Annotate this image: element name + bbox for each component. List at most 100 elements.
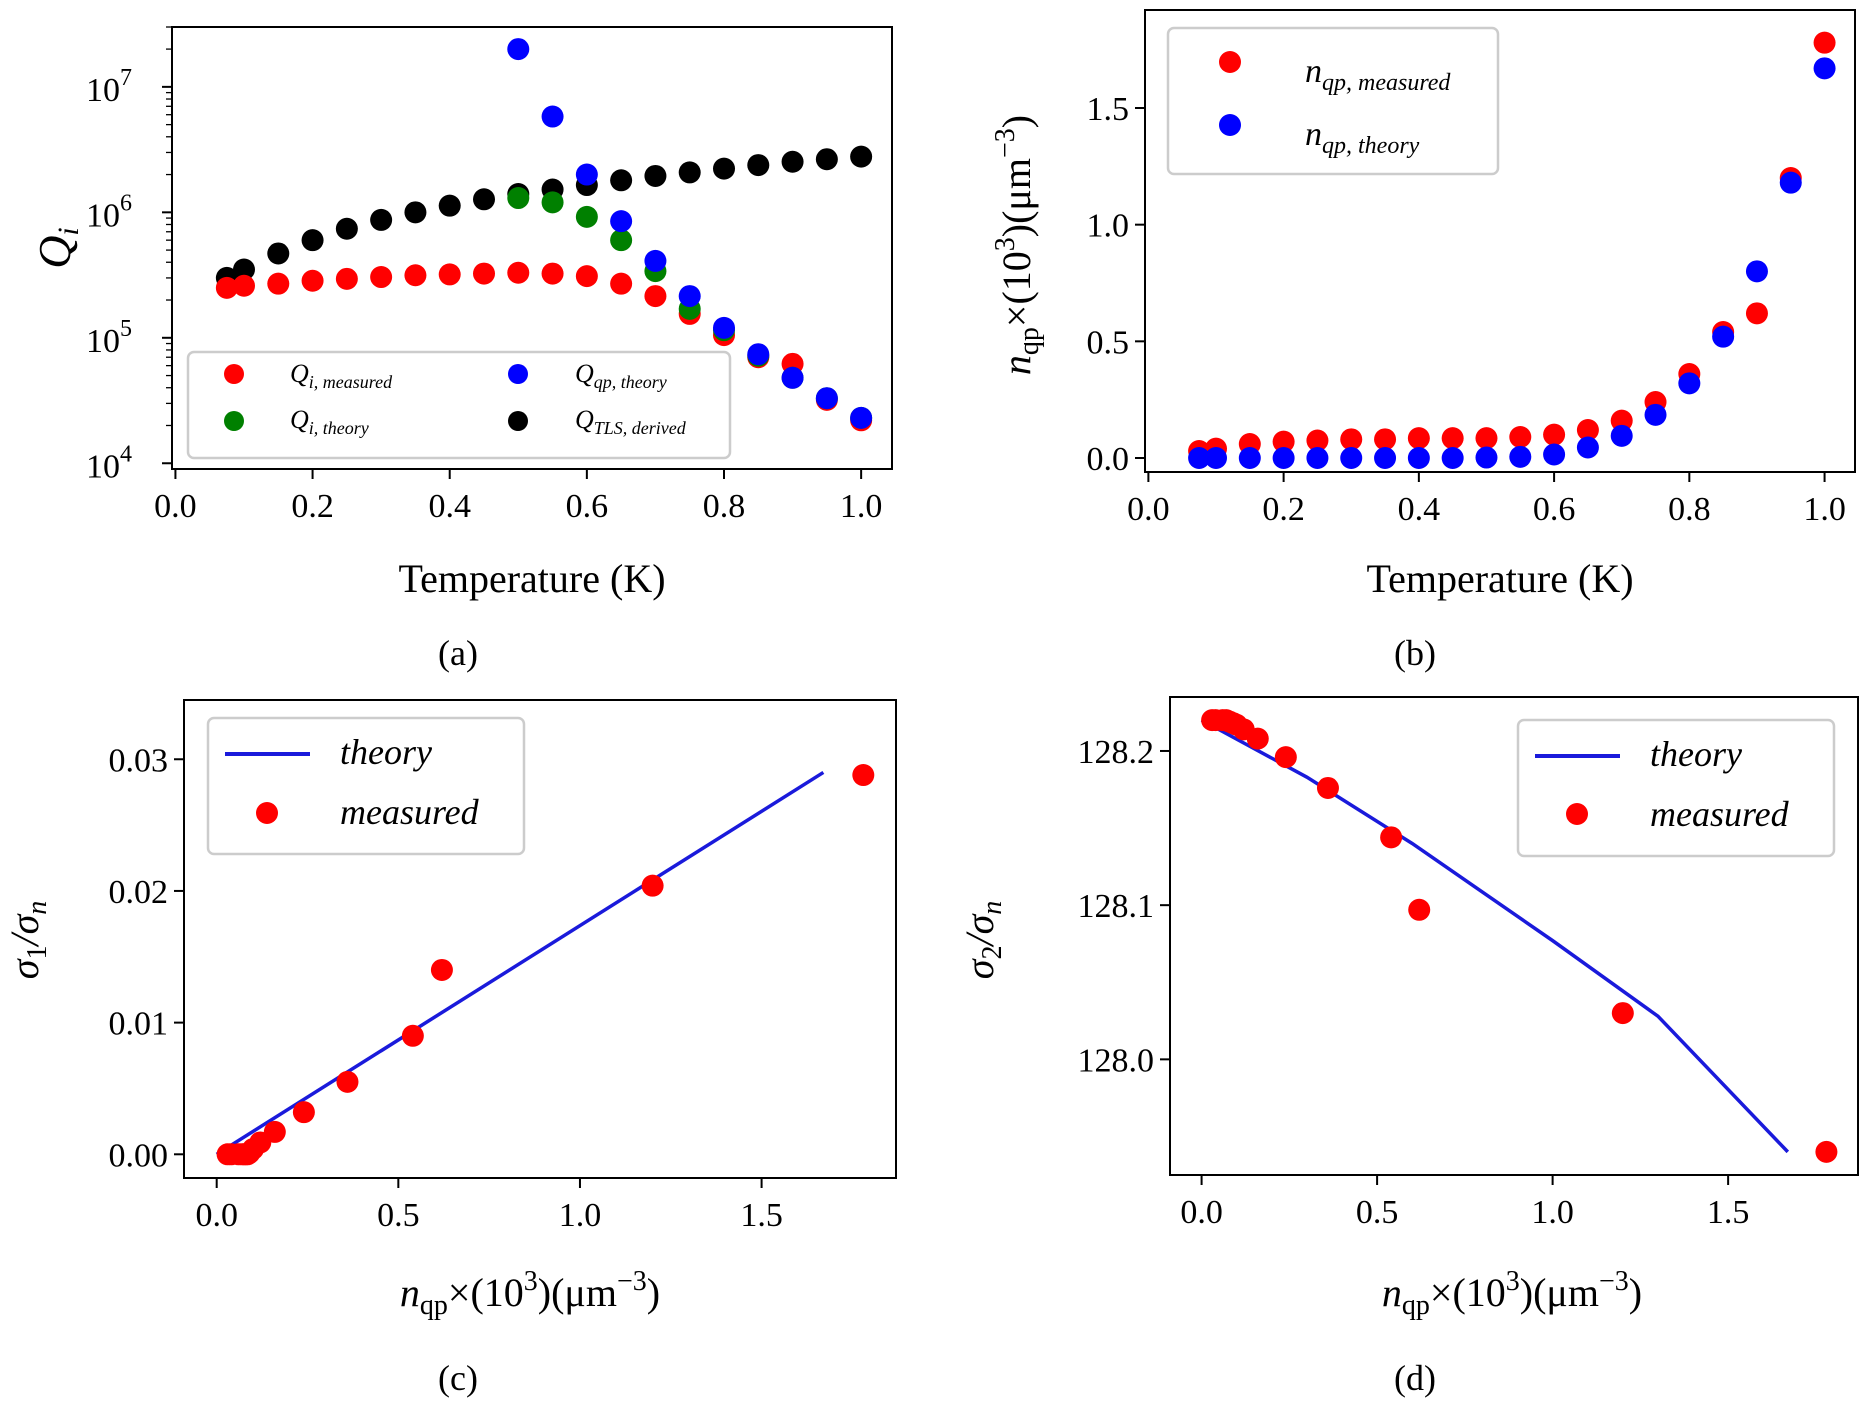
point-qtls: [781, 150, 804, 173]
legend-marker-qtls: [508, 411, 528, 431]
point-measured: [1611, 1002, 1634, 1025]
point-qtls: [678, 161, 701, 184]
x-tick-label: 0.2: [1262, 491, 1305, 528]
x-tick-label: 0.0: [1180, 1194, 1223, 1231]
x-tick-label: 0.5: [1356, 1194, 1399, 1231]
point-measured: [1408, 898, 1431, 921]
point-qit: [610, 229, 633, 252]
panel-b: 0.0 0.2 0.4 0.6 0.8 1.0 0.0 0.5 1.0 1.5 nqp, meas…: [990, 9, 1856, 673]
x-tick-label: 0.6: [566, 488, 609, 525]
y-tick-label: 107: [86, 65, 132, 109]
point-nt: [1610, 424, 1633, 447]
point-qqp: [575, 163, 598, 186]
panel-d-points: [1200, 709, 1838, 1163]
point-nt: [1238, 447, 1261, 469]
point-qtls: [301, 229, 324, 252]
legend-label-nm: nqp, measured: [1305, 53, 1451, 96]
x-tick-label: 1.0: [840, 488, 883, 525]
x-tick-label: 1.0: [1531, 1194, 1574, 1231]
point-qtls: [747, 154, 770, 177]
point-qtls: [713, 157, 735, 180]
point-nt: [1272, 447, 1295, 469]
y-tick-label: 128.0: [1078, 1042, 1155, 1079]
point-nt: [1576, 436, 1599, 459]
panel-c-legend: theory measured: [206, 716, 526, 856]
point-measured: [430, 958, 453, 981]
point-nm: [1340, 428, 1363, 451]
x-tick-label: 1.0: [1803, 491, 1846, 528]
point-qtls: [850, 145, 873, 168]
point-qtls: [267, 242, 290, 265]
point-measured: [1274, 746, 1297, 769]
point-nt: [1205, 447, 1227, 469]
panel-a-axes: 0.0 0.2 0.4 0.6 0.8 1.0 104 105 106 107: [86, 26, 883, 525]
panel-b-xlabel: Temperature (K): [1366, 556, 1633, 601]
point-qit: [507, 187, 530, 210]
panel-c-axes: 0.0 0.5 1.0 1.5 0.00 0.01 0.02 0.03: [109, 742, 783, 1234]
legend-marker-nm: [1219, 51, 1241, 73]
y-tick-label: 0.5: [1087, 324, 1130, 361]
point-qim: [233, 274, 255, 297]
legend-label-qqp: Qqp, theory: [575, 359, 667, 392]
point-nm: [1576, 419, 1599, 441]
panel-d-xlabel: nqp×(103)(μm−3): [1382, 1266, 1642, 1321]
point-nm: [1475, 427, 1498, 450]
x-tick-label: 0.5: [377, 1197, 420, 1234]
point-qqp: [850, 406, 873, 429]
point-nm: [1610, 409, 1633, 432]
panel-b-points: [1188, 31, 1836, 469]
point-qqp: [747, 343, 770, 366]
point-nm: [1374, 428, 1397, 451]
x-tick-label: 0.0: [195, 1197, 238, 1234]
point-measured: [641, 874, 664, 897]
panel-b-legend: nqp, measured nqp, theory: [1166, 26, 1500, 176]
point-nm: [1306, 429, 1329, 452]
y-tick-label: 0.02: [109, 874, 169, 911]
point-nt: [1779, 171, 1802, 194]
point-qqp: [713, 316, 735, 339]
point-qtls: [404, 201, 427, 224]
panel-d-ylabel: σ2/σn: [957, 901, 1008, 980]
y-tick-label: 0.01: [109, 1006, 169, 1043]
y-tick-label: 106: [86, 190, 132, 234]
legend-label-measured: measured: [340, 792, 480, 832]
point-measured: [1380, 826, 1403, 849]
panel-b-axes: 0.0 0.2 0.4 0.6 0.8 1.0 0.0 0.5 1.0 1.5: [1087, 91, 1846, 528]
panel-a-points: [215, 38, 873, 432]
point-qit: [575, 205, 598, 228]
point-qim: [438, 263, 461, 286]
y-tick-label: 105: [86, 316, 132, 360]
point-qim: [541, 262, 564, 285]
legend-label-theory: theory: [1650, 734, 1742, 774]
legend-label-theory: theory: [340, 732, 432, 772]
y-tick-label: 1.0: [1087, 208, 1130, 245]
legend-label-qtls: QTLS, derived: [575, 405, 687, 438]
panel-c-caption: (c): [438, 1358, 478, 1398]
point-nm: [1509, 426, 1532, 448]
point-qtls: [815, 148, 838, 171]
panel-b-ylabel: nqp×(103)(μm−3): [990, 115, 1045, 375]
panel-a-ylabel: Qi: [29, 227, 85, 269]
point-measured: [263, 1120, 286, 1143]
point-qit: [541, 191, 564, 214]
legend-label-qit: Qi, theory: [290, 405, 369, 438]
panel-d-caption: (d): [1394, 1358, 1436, 1398]
point-qqp: [815, 387, 838, 410]
panel-a-caption: (a): [438, 633, 478, 673]
panel-c-frame: [183, 699, 897, 1179]
point-qqp: [644, 249, 667, 272]
x-tick-label: 0.0: [154, 488, 197, 525]
legend-marker-qim: [224, 364, 244, 384]
point-qtls: [473, 188, 495, 211]
point-qim: [473, 262, 495, 285]
point-nm: [1543, 423, 1566, 446]
point-nt: [1340, 447, 1363, 469]
point-qim: [301, 269, 324, 292]
point-measured: [852, 764, 875, 787]
point-measured: [1815, 1140, 1838, 1163]
panel-d-axes: 0.0 0.5 1.0 1.5 128.0 128.1 128.2: [1078, 734, 1750, 1231]
panel-c: 0.0 0.5 1.0 1.5 0.00 0.01 0.02 0.03 theory meas…: [2, 699, 897, 1398]
legend-label-measured: measured: [1650, 794, 1790, 834]
theory-line: [1200, 718, 1790, 1154]
